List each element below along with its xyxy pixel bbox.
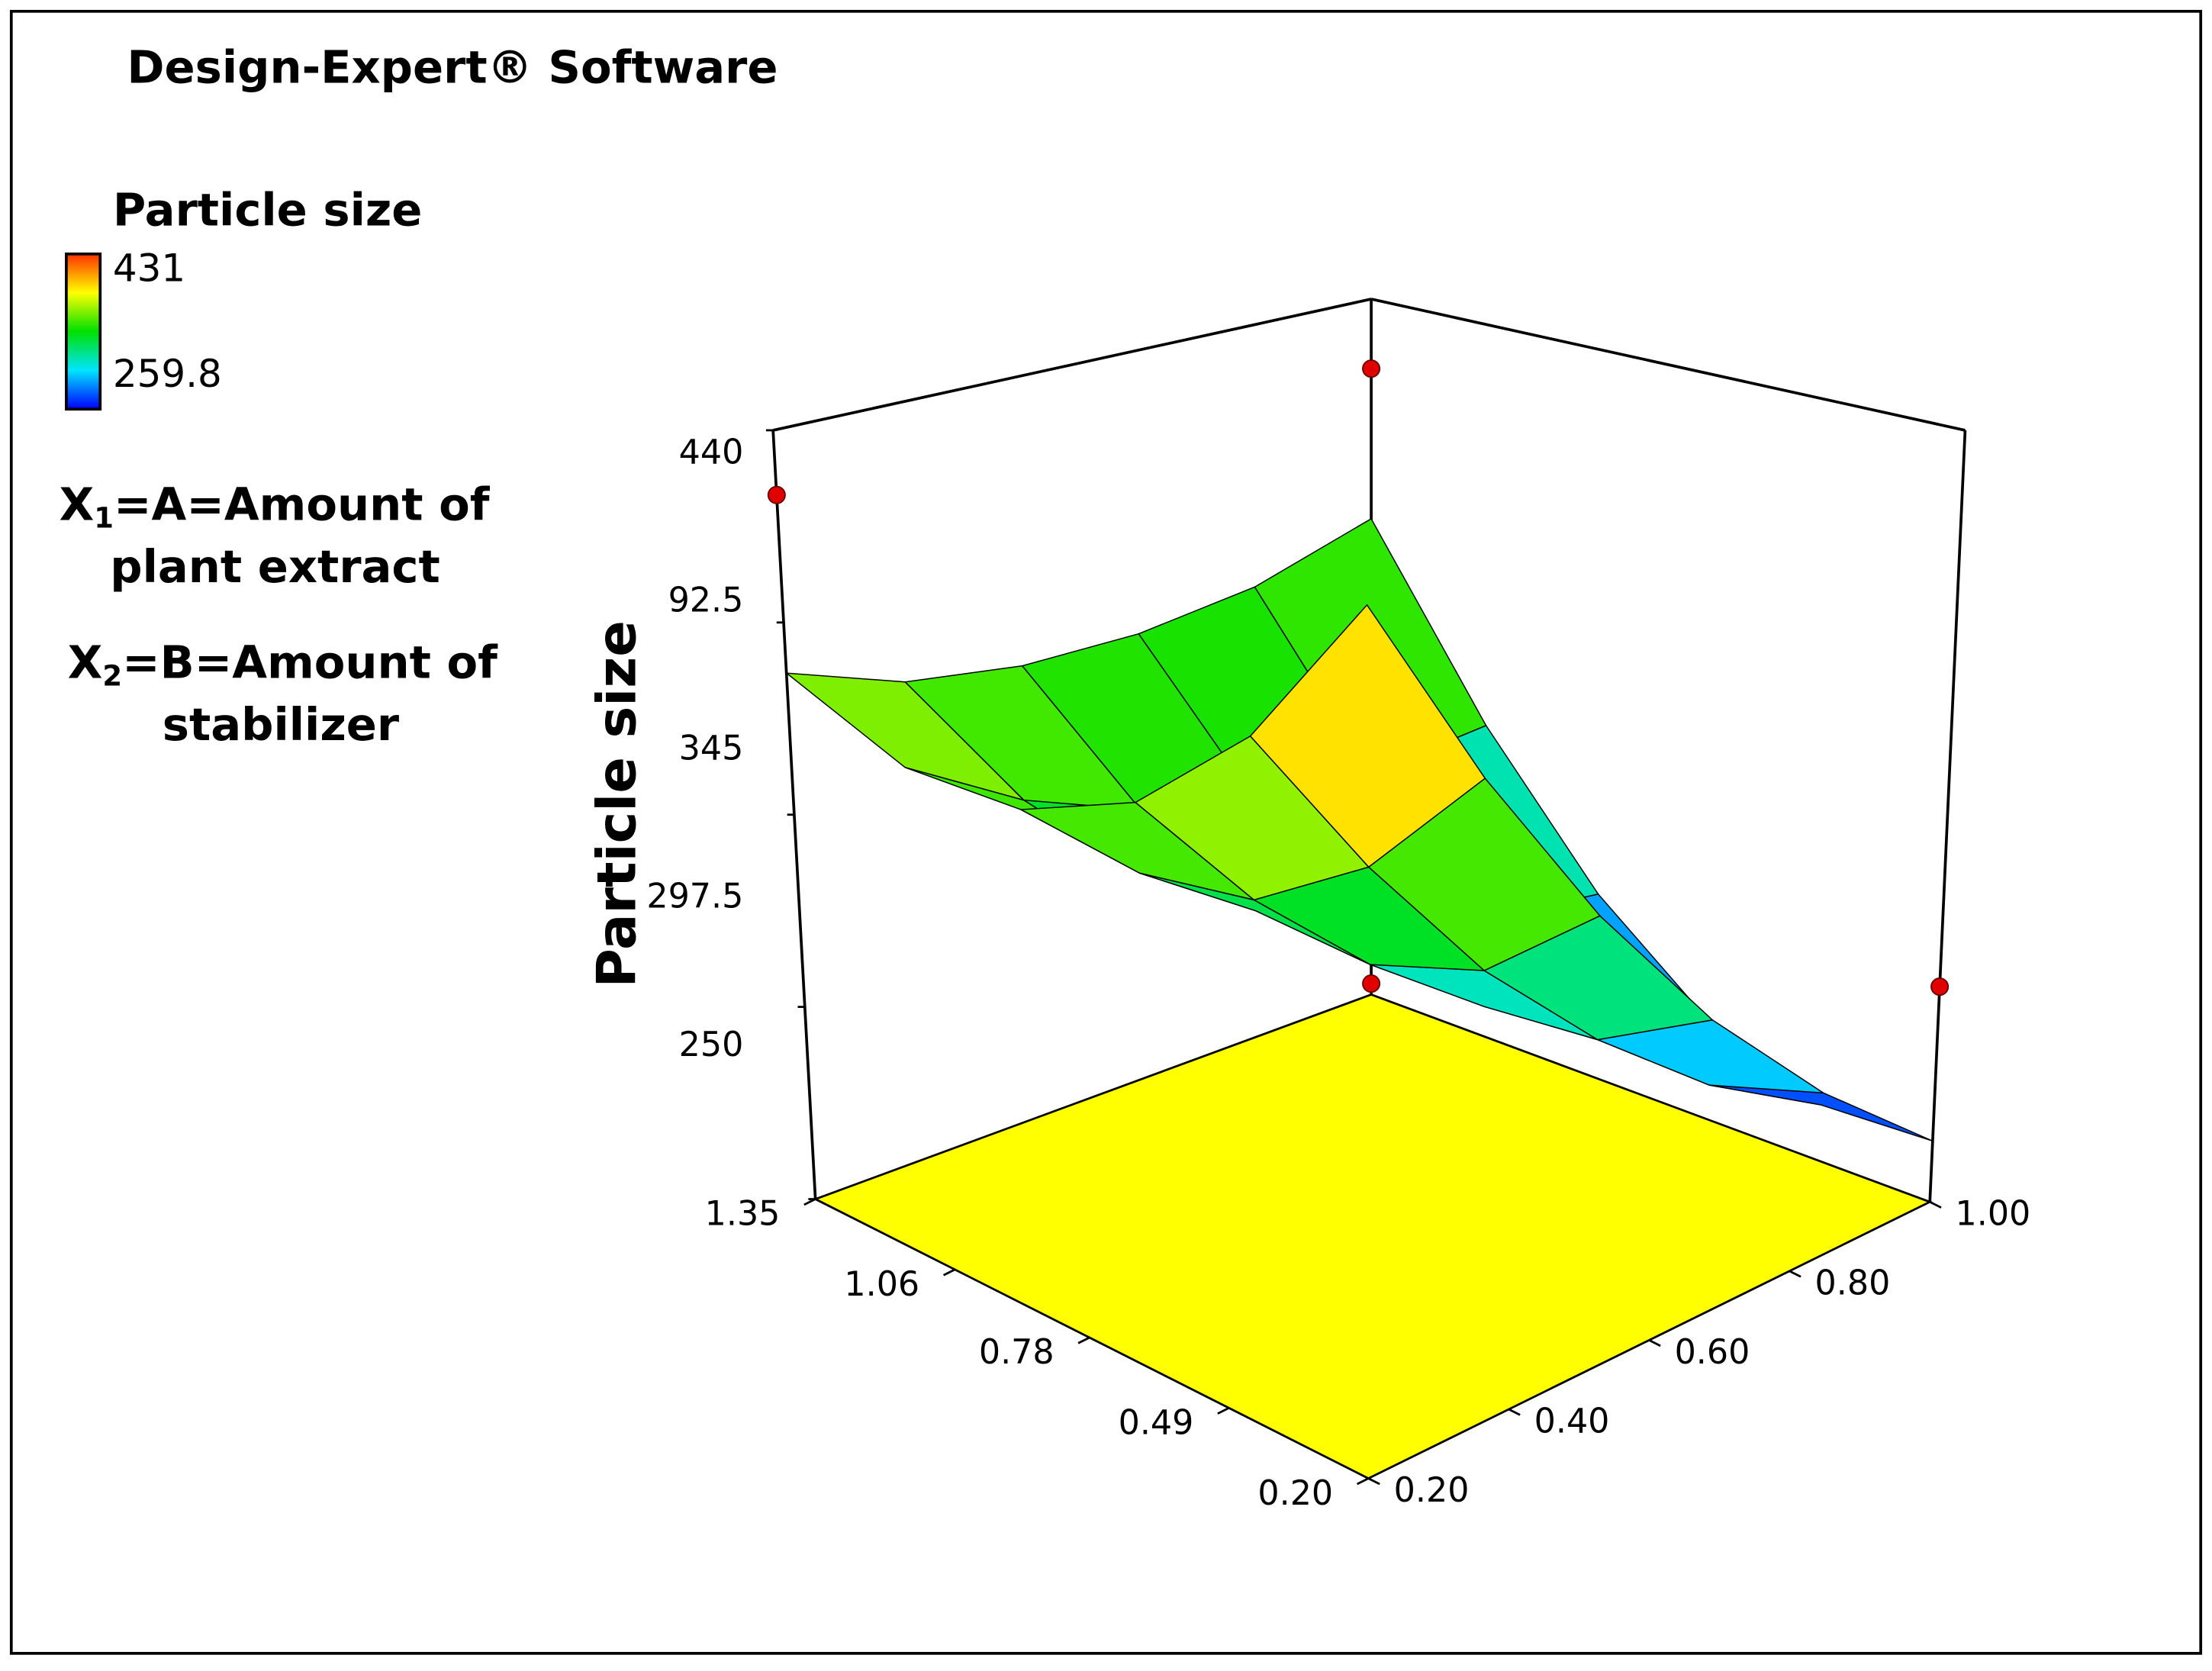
- factor-text: =A=Amount of: [114, 478, 491, 531]
- y-tick: [1929, 1200, 1942, 1209]
- x-tick-label: 0.49: [1119, 1403, 1194, 1442]
- x-tick: [1356, 1477, 1370, 1486]
- x-tick: [803, 1198, 816, 1206]
- factor-symbol: X: [68, 636, 103, 689]
- design-point: [1930, 977, 1950, 996]
- z-tick-label: 297.5: [646, 877, 743, 916]
- surface-cell: [1249, 604, 1486, 868]
- x-tick-label: 0.78: [979, 1333, 1054, 1372]
- z-tick-label: 250: [679, 1025, 744, 1064]
- y-tick-label: 0.60: [1675, 1333, 1750, 1372]
- factor-symbol: X: [60, 478, 95, 531]
- y-tick: [1367, 1477, 1380, 1486]
- box-edge: [772, 298, 1372, 432]
- factor-sub: 1: [94, 501, 114, 534]
- y-tick: [1508, 1408, 1521, 1416]
- box-edge: [1370, 298, 1966, 432]
- design-point: [1362, 359, 1381, 378]
- x-tick: [1077, 1336, 1090, 1344]
- y-tick-label: 0.20: [1394, 1471, 1470, 1510]
- design-point: [1362, 974, 1381, 993]
- x-tick: [1217, 1407, 1230, 1415]
- factor-line: X1=A=Amount of: [60, 478, 491, 534]
- factor-text: plant extract: [110, 540, 440, 593]
- x-tick-label: 1.35: [705, 1195, 781, 1234]
- z-tick-label: 440: [679, 433, 744, 472]
- x-tick: [942, 1268, 956, 1277]
- z-tick-label: 92.5: [668, 581, 744, 620]
- factor-sub: 2: [102, 659, 122, 692]
- legend-max: 431: [113, 246, 185, 290]
- legend-min: 259.8: [113, 352, 222, 396]
- y-tick-label: 0.80: [1815, 1264, 1891, 1302]
- factor-text: stabilizer: [163, 698, 399, 751]
- x-tick-label: 1.06: [844, 1265, 919, 1304]
- software-title: Design-Expert® Software: [127, 41, 778, 94]
- y-tick: [1789, 1270, 1801, 1278]
- x-tick-label: 0.20: [1257, 1474, 1333, 1513]
- factor-line: X2=B=Amount of: [68, 636, 498, 692]
- box-edge: [1928, 430, 1967, 1203]
- factor-text: =B=Amount of: [122, 636, 498, 689]
- frame: [9, 9, 2203, 1655]
- color-bar: [65, 252, 102, 411]
- y-tick-label: 0.40: [1534, 1402, 1610, 1441]
- z-axis-label: Particle size: [586, 620, 649, 988]
- design-point: [767, 485, 786, 504]
- y-tick: [1648, 1339, 1661, 1347]
- legend-title: Particle size: [113, 183, 423, 236]
- y-tick-label: 1.00: [1956, 1195, 2031, 1234]
- z-tick-label: 345: [679, 729, 744, 768]
